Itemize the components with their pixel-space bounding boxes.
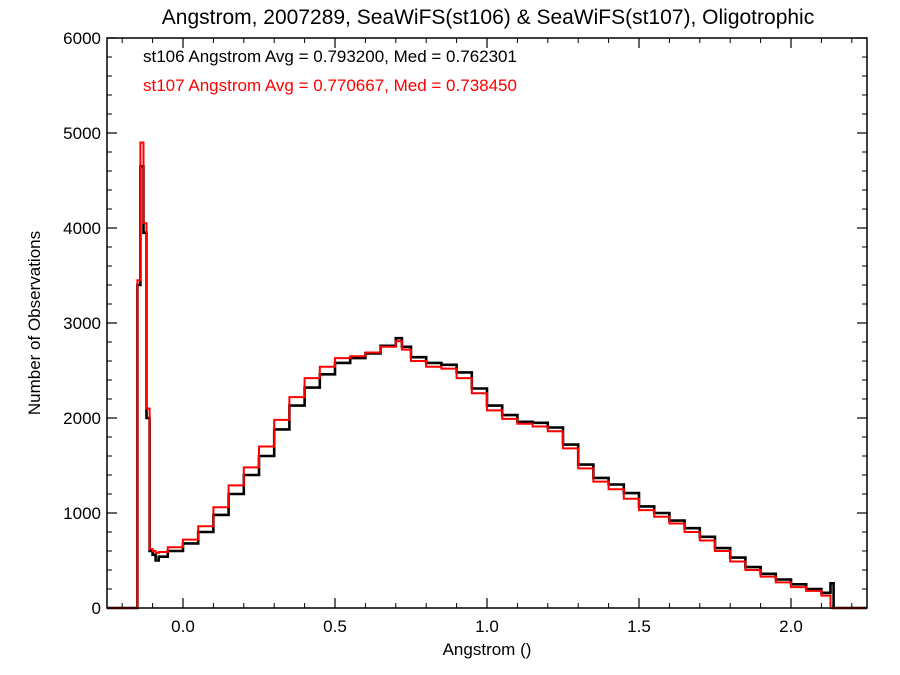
x-tick-label: 1.5 (627, 617, 651, 636)
series-layer (107, 141, 867, 610)
y-tick-label: 1000 (63, 504, 101, 523)
y-tick-label: 5000 (63, 124, 101, 143)
y-tick-label: 3000 (63, 314, 101, 333)
y-tick-label: 6000 (63, 29, 101, 48)
annotation-st106-stats: st106 Angstrom Avg = 0.793200, Med = 0.7… (143, 47, 517, 66)
y-axis: 0 1000 2000 3000 4000 5000 6000 (63, 29, 867, 618)
y-tick-label: 2000 (63, 409, 101, 428)
y-tick-label: 4000 (63, 219, 101, 238)
x-tick-label: 0.0 (171, 617, 195, 636)
x-tick-label: 1.0 (475, 617, 499, 636)
x-axis-label: Angstrom () (443, 640, 532, 659)
x-tick-label: 2.0 (779, 617, 803, 636)
y-axis-label: Number of Observations (25, 231, 44, 415)
x-axis: 0.0 0.5 1.0 1.5 2.0 (121, 38, 853, 636)
series-line-1 (107, 141, 867, 609)
chart-title: Angstrom, 2007289, SeaWiFS(st106) & SeaW… (162, 6, 814, 29)
annotation-st107-stats: st107 Angstrom Avg = 0.770667, Med = 0.7… (143, 76, 517, 95)
x-tick-label: 0.5 (323, 617, 347, 636)
y-tick-label: 0 (92, 599, 101, 618)
